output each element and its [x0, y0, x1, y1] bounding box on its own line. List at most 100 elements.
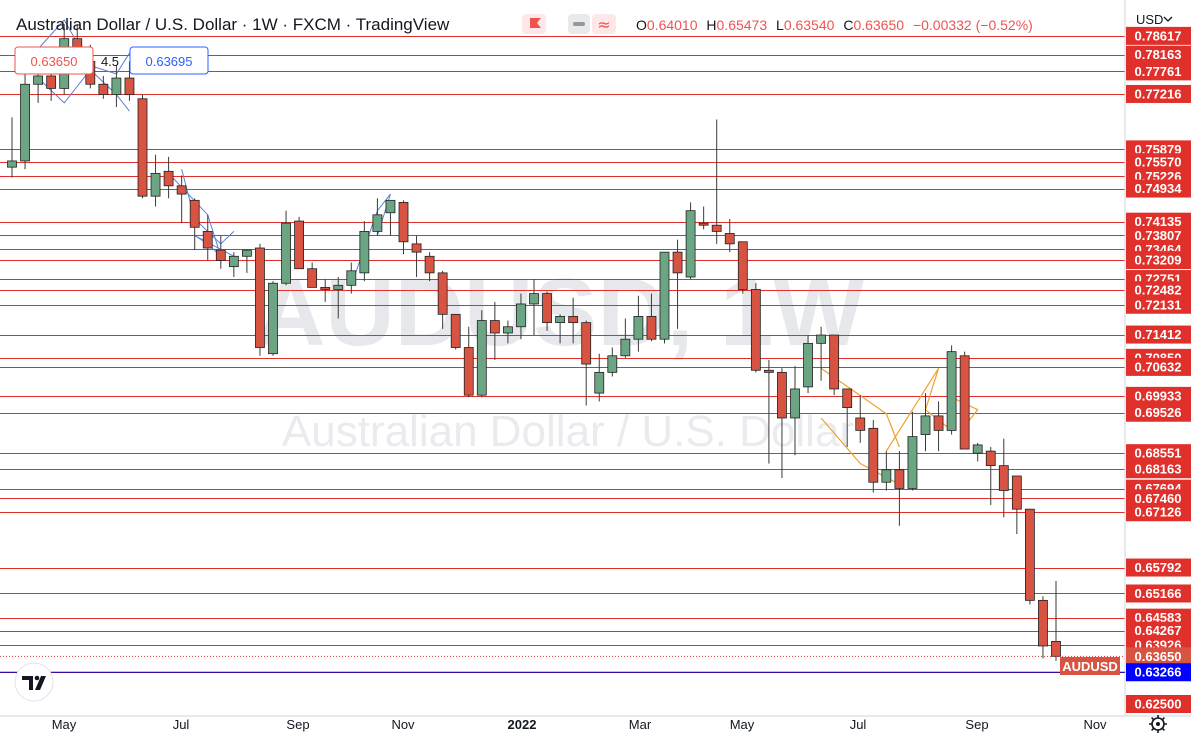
candle-19[interactable]	[255, 243, 265, 356]
candle-body	[202, 231, 213, 249]
candle-18[interactable]	[241, 249, 252, 273]
candles[interactable]	[7, 24, 1061, 661]
sell-button[interactable]	[14, 46, 94, 75]
candle-body	[568, 315, 579, 324]
candle-14[interactable]	[189, 198, 200, 251]
candle-52[interactable]	[685, 202, 696, 280]
candle-57[interactable]	[750, 283, 761, 373]
candle-50[interactable]	[659, 251, 670, 344]
candle-33[interactable]	[437, 270, 448, 329]
candle-28[interactable]	[372, 198, 383, 236]
price-label-text: 0.64583	[1135, 610, 1182, 625]
candle-78[interactable]	[1025, 508, 1035, 605]
candle-65[interactable]	[855, 395, 866, 443]
candle-43[interactable]	[568, 297, 579, 344]
candle-75[interactable]	[985, 446, 996, 506]
candle-71[interactable]	[933, 401, 944, 452]
candle-10[interactable]	[137, 94, 148, 199]
candle-26[interactable]	[346, 262, 357, 294]
candle-44[interactable]	[581, 320, 592, 406]
candle-30[interactable]	[398, 200, 409, 255]
candle-16[interactable]	[215, 235, 226, 269]
candle-62[interactable]	[816, 326, 826, 381]
candle-53[interactable]	[698, 206, 709, 230]
flag-icon[interactable]	[522, 14, 546, 34]
candle-29[interactable]	[385, 199, 396, 236]
candle-22[interactable]	[294, 216, 305, 270]
candle-34[interactable]	[450, 313, 461, 350]
candle-58[interactable]	[764, 359, 774, 464]
candle-42[interactable]	[555, 314, 565, 344]
candle-68[interactable]	[894, 451, 905, 526]
candle-51[interactable]	[672, 239, 683, 329]
candle-25[interactable]	[333, 277, 344, 319]
price-label-text: 0.77761	[1135, 64, 1182, 79]
candle-72[interactable]	[946, 345, 957, 435]
candle-body	[411, 243, 422, 253]
time-label-6: May	[730, 717, 755, 732]
candle-47[interactable]	[620, 318, 631, 358]
candle-13[interactable]	[176, 175, 187, 224]
candle-0[interactable]	[7, 117, 17, 178]
candle-55[interactable]	[724, 218, 735, 253]
candle-24[interactable]	[320, 279, 331, 302]
candle-59[interactable]	[777, 368, 787, 479]
candle-70[interactable]	[920, 393, 931, 452]
buy-button[interactable]	[129, 46, 209, 75]
price-label-text: 0.67126	[1135, 505, 1182, 520]
candle-17[interactable]	[228, 252, 239, 278]
candle-48[interactable]	[633, 295, 644, 352]
candle-20[interactable]	[268, 281, 278, 356]
candle-60[interactable]	[790, 366, 800, 456]
candle-63[interactable]	[829, 334, 840, 396]
candle-body	[803, 342, 813, 388]
candle-74[interactable]	[972, 442, 983, 462]
candle-41[interactable]	[542, 291, 552, 331]
time-axis[interactable]	[0, 717, 1125, 744]
candle-39[interactable]	[516, 293, 526, 340]
candle-11[interactable]	[150, 154, 161, 207]
candle-66[interactable]	[868, 420, 879, 493]
candle-36[interactable]	[476, 310, 487, 398]
currency-selector[interactable]: USD	[1136, 12, 1173, 27]
candle-61[interactable]	[803, 335, 813, 394]
candle-9[interactable]	[124, 61, 135, 101]
candle-8[interactable]	[111, 65, 122, 108]
candle-45[interactable]	[594, 353, 605, 402]
candle-12[interactable]	[163, 156, 174, 199]
candle-7[interactable]	[98, 75, 109, 99]
candle-21[interactable]	[281, 210, 291, 286]
gear-icon[interactable]	[1149, 715, 1167, 733]
candle-27[interactable]	[359, 221, 370, 282]
candle-73[interactable]	[959, 351, 970, 450]
candle-23[interactable]	[307, 262, 318, 288]
candle-40[interactable]	[529, 279, 539, 336]
candle-64[interactable]	[842, 388, 853, 447]
candle-79[interactable]	[1038, 596, 1048, 659]
candle-15[interactable]	[202, 214, 213, 261]
candle-37[interactable]	[489, 301, 500, 360]
trade-widget[interactable]: 0.63650 4.5 0.63695	[14, 46, 209, 75]
price-label-bg	[1126, 226, 1191, 245]
candle-49[interactable]	[646, 293, 657, 342]
candle-76[interactable]	[998, 438, 1009, 518]
candle-46[interactable]	[607, 347, 618, 377]
tradingview-logo-icon[interactable]	[14, 662, 54, 702]
price-label-bg	[1126, 325, 1191, 344]
candle-1[interactable]	[20, 61, 30, 170]
candle-67[interactable]	[881, 451, 892, 491]
candle-32[interactable]	[424, 252, 435, 282]
candle-35[interactable]	[463, 326, 474, 398]
candle-38[interactable]	[502, 320, 513, 344]
candle-31[interactable]	[411, 235, 422, 278]
candle-54[interactable]	[711, 119, 722, 244]
candle-77[interactable]	[1011, 475, 1022, 535]
candle-body	[750, 289, 761, 371]
price-label-bg	[1126, 460, 1191, 479]
candle-56[interactable]	[737, 241, 748, 294]
candle-body	[1038, 599, 1048, 647]
candle-69[interactable]	[907, 411, 918, 491]
compare-icon[interactable]: ≈	[568, 14, 616, 34]
price-label-text: 0.74135	[1135, 214, 1182, 229]
